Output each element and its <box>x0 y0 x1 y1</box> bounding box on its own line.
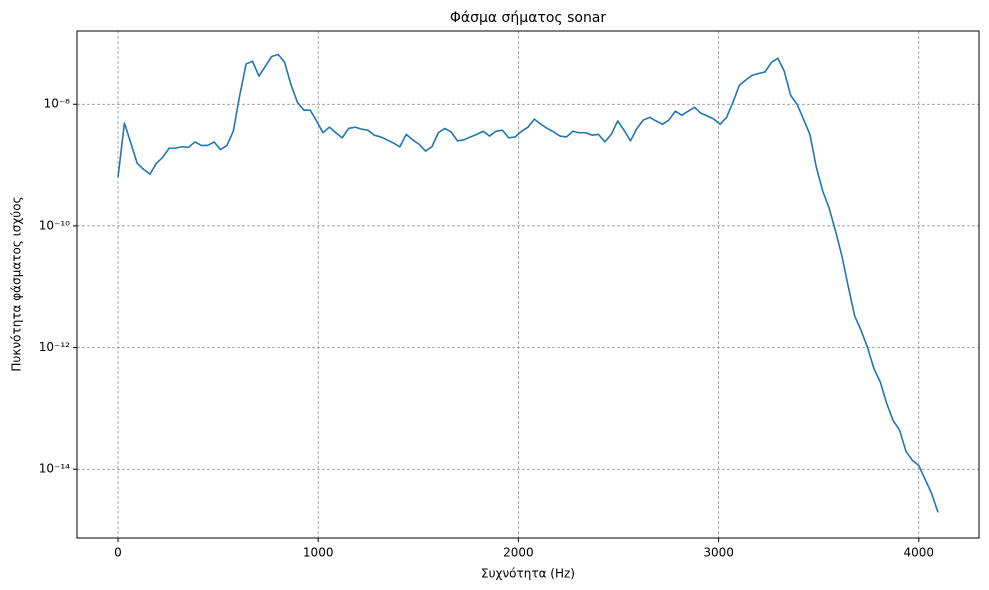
x-tick-label: 3000 <box>703 546 734 560</box>
data-line <box>117 53 939 513</box>
y-tick-label: 10⁻¹² <box>39 340 70 354</box>
x-tick-label: 1000 <box>303 546 334 560</box>
x-axis-label: Συχνότητα (Hz) <box>481 567 575 581</box>
y-tick-label: 10⁻¹⁰ <box>39 218 70 232</box>
x-tick-label: 2000 <box>503 546 534 560</box>
y-tick-label: 10⁻¹⁴ <box>39 462 70 476</box>
x-tick-label: 0 <box>114 546 122 560</box>
y-tick-label: 10⁻⁸ <box>44 97 71 111</box>
plot-frame <box>76 30 980 539</box>
y-axis-label: Πυκνότητα φάσματος ισχύος <box>10 196 24 371</box>
x-tick-label: 4000 <box>904 546 935 560</box>
chart-title: Φάσμα σήματος sonar <box>450 10 607 26</box>
